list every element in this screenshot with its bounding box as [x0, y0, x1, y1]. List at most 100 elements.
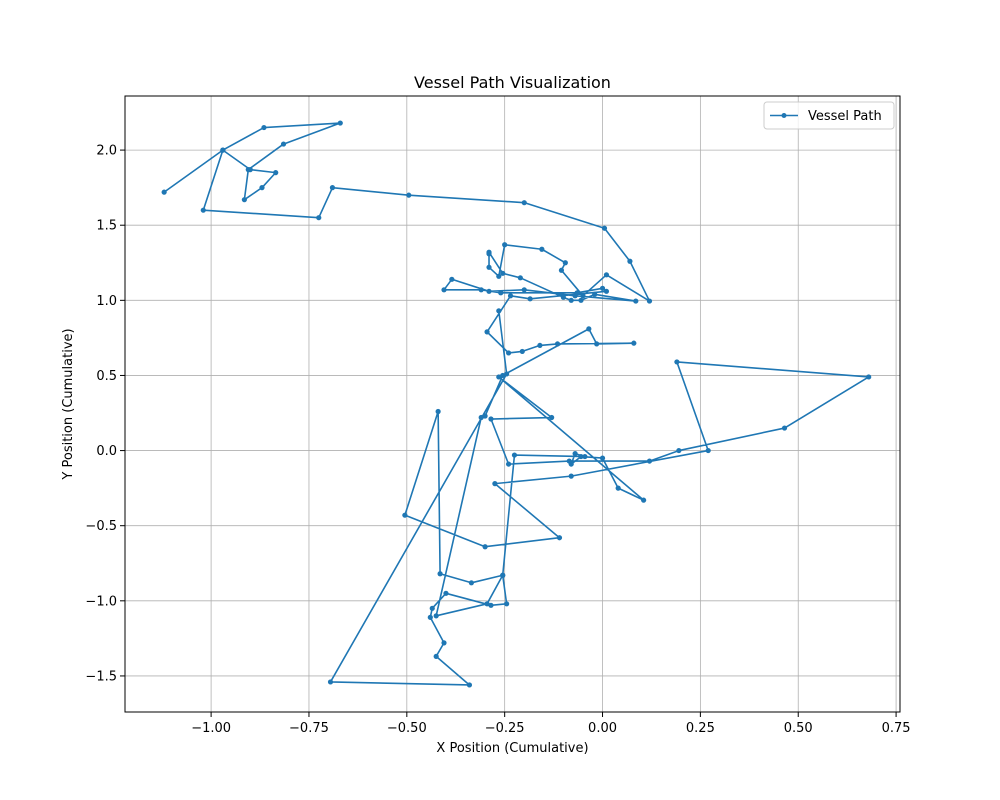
- x-tick-label: −1.00: [191, 721, 231, 736]
- path-point: [572, 450, 578, 457]
- path-point: [484, 601, 490, 607]
- path-point: [556, 535, 563, 541]
- path-point: [329, 185, 336, 191]
- path-point: [241, 197, 247, 203]
- x-tick-label: 0.25: [686, 721, 715, 736]
- y-tick-label: −0.5: [85, 519, 117, 534]
- path-point: [562, 260, 568, 266]
- path-point: [599, 455, 606, 461]
- path-point: [586, 326, 592, 332]
- grid-lines: [125, 96, 900, 712]
- path-point: [443, 590, 449, 596]
- path-point: [406, 192, 412, 198]
- path-point: [449, 276, 455, 282]
- path-point: [468, 580, 475, 586]
- path-point: [517, 275, 523, 281]
- axis-ticks: −1.00 −0.75 −0.50 −0.25 0.00 0.25 0.50 0.75 −1.5…: [85, 144, 910, 736]
- path-point: [433, 613, 439, 619]
- path-point: [327, 679, 334, 685]
- path-point: [492, 481, 498, 487]
- path-point: [578, 297, 584, 303]
- legend-entry-vessel-path: Vessel Path: [808, 109, 882, 124]
- path-point: [549, 414, 555, 421]
- path-point: [627, 258, 633, 264]
- series-layer: [161, 120, 872, 688]
- path-point: [337, 120, 343, 126]
- path-point: [496, 308, 502, 314]
- path-point: [478, 287, 484, 293]
- path-point: [519, 348, 525, 355]
- y-tick-label: 0.0: [96, 444, 117, 459]
- x-tick-label: 0.00: [588, 721, 617, 736]
- x-axis-label: X Position (Cumulative): [436, 741, 588, 756]
- path-point: [220, 147, 226, 153]
- path-point: [498, 290, 504, 296]
- path-point: [580, 293, 586, 299]
- path-point: [568, 297, 574, 303]
- path-point: [435, 408, 441, 415]
- x-tick-label: 0.75: [882, 721, 911, 736]
- path-point: [261, 124, 267, 131]
- path-point: [316, 215, 322, 221]
- path-point: [161, 189, 167, 195]
- legend: Vessel Path: [763, 101, 895, 130]
- path-point: [427, 614, 433, 620]
- path-point: [505, 350, 512, 356]
- y-tick-label: 1.0: [96, 294, 117, 309]
- path-point: [486, 249, 492, 255]
- path-point: [633, 298, 639, 304]
- path-point: [478, 414, 484, 421]
- path-point: [631, 340, 637, 346]
- path-point: [592, 291, 598, 297]
- path-point: [527, 296, 533, 302]
- path-point: [560, 294, 566, 300]
- path-point: [568, 473, 574, 479]
- x-tick-label: −0.75: [289, 721, 329, 736]
- path-point: [866, 374, 872, 380]
- path-point: [558, 267, 565, 273]
- y-tick-label: 0.5: [96, 369, 117, 384]
- plot-frame: [124, 95, 901, 713]
- y-tick-label: 2.0: [96, 144, 117, 159]
- legend-marker-swatch: [781, 113, 787, 118]
- path-point: [566, 458, 572, 464]
- path-point: [486, 288, 492, 294]
- path-point: [674, 359, 680, 365]
- path-point: [505, 461, 512, 467]
- x-tick-label: 0.50: [784, 721, 813, 736]
- path-point: [259, 185, 265, 191]
- path-point: [603, 272, 610, 278]
- path-point: [601, 225, 608, 231]
- y-axis-label: Y Position (Cumulative): [61, 328, 76, 480]
- path-point: [615, 485, 621, 491]
- path-point: [496, 273, 502, 279]
- path-point: [441, 640, 447, 646]
- path-point: [496, 374, 502, 380]
- path-point: [504, 601, 510, 607]
- x-tick-label: −0.25: [485, 721, 525, 736]
- y-tick-label: 1.5: [96, 219, 117, 234]
- path-point: [537, 342, 543, 349]
- path-point: [500, 572, 506, 578]
- path-point: [486, 264, 492, 270]
- path-point: [466, 682, 473, 688]
- path-point: [574, 290, 580, 296]
- path-point: [429, 605, 435, 611]
- path-point: [441, 287, 447, 293]
- path-point: [676, 447, 682, 454]
- path-point: [599, 285, 606, 291]
- path-point: [594, 341, 600, 347]
- path-point: [539, 246, 545, 252]
- path-point: [641, 497, 647, 503]
- path-point: [781, 425, 788, 431]
- path-point: [488, 416, 494, 422]
- path-point: [646, 298, 653, 304]
- path-point: [482, 544, 488, 550]
- y-tick-label: −1.0: [85, 594, 117, 609]
- path-point: [200, 207, 206, 213]
- path-point: [488, 602, 494, 608]
- path-point: [280, 141, 287, 147]
- path-point: [402, 512, 408, 518]
